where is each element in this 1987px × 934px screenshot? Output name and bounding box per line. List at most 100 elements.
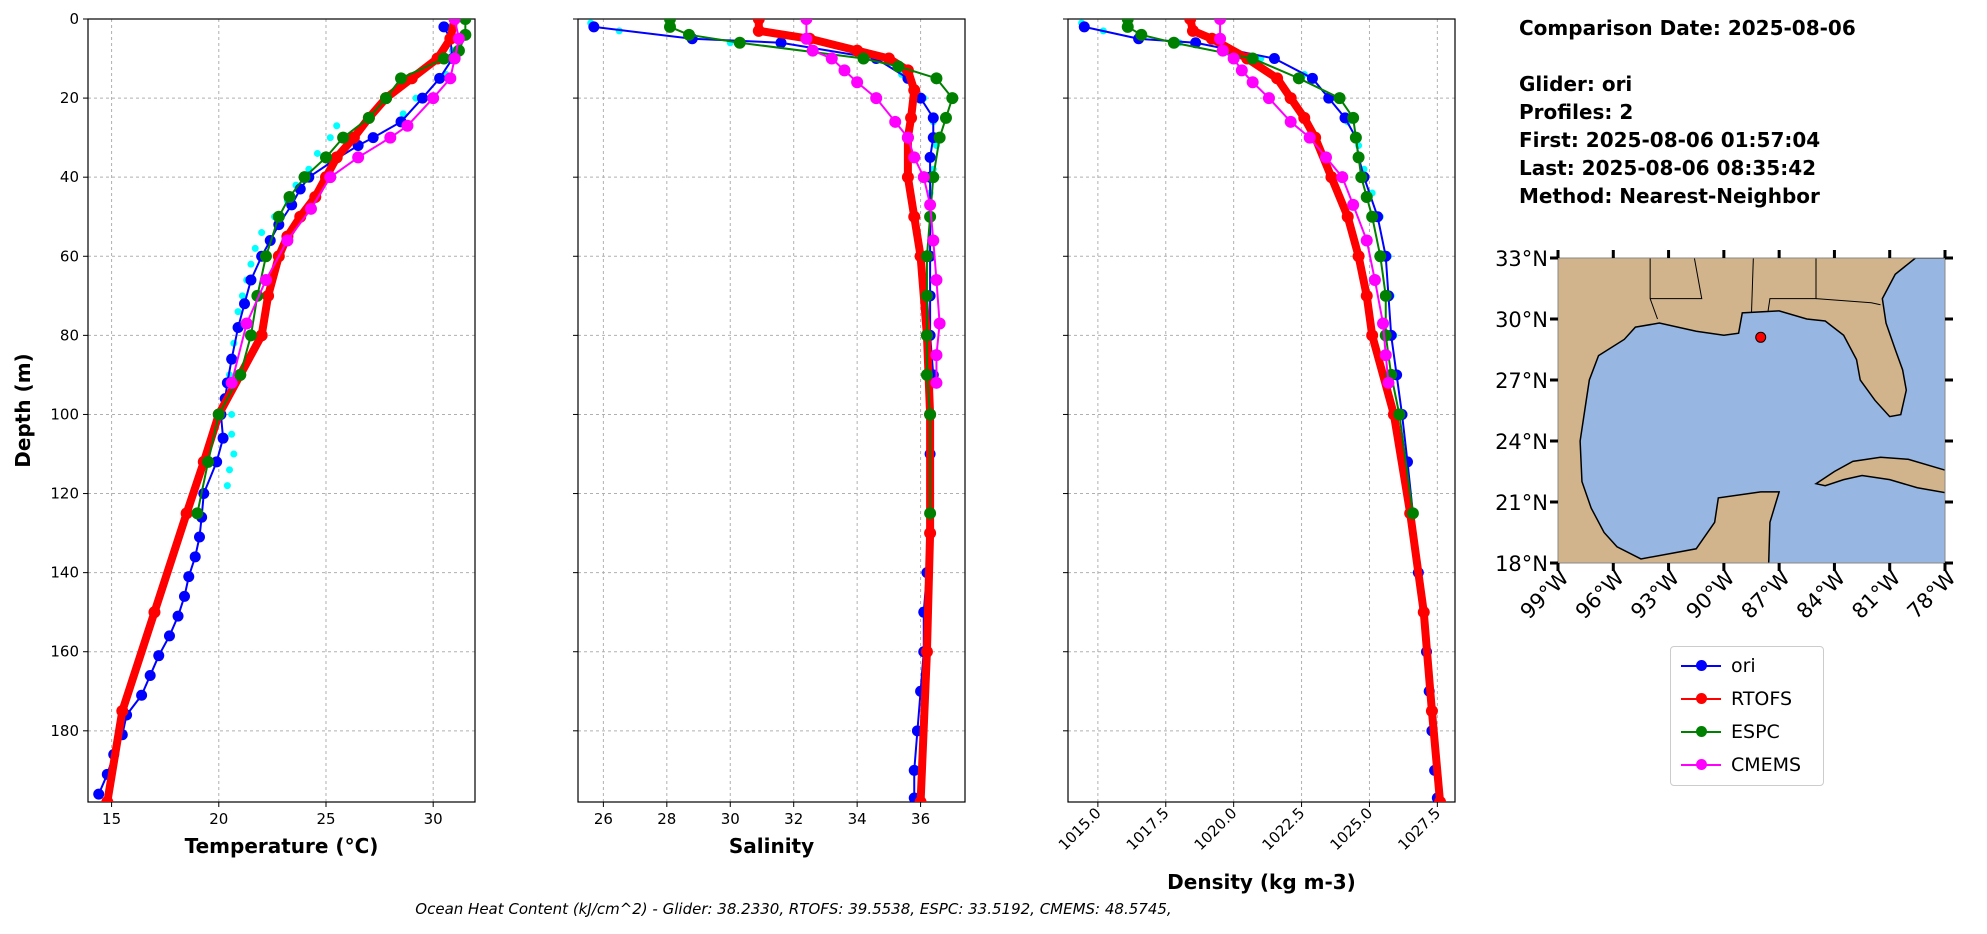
panel-3: 1015.0 1017.5 1020.0 1022.5 1025.0 1027.5 Dens… bbox=[1055, 18, 1456, 894]
data-point-glider_profile_2 bbox=[251, 244, 259, 252]
lon-tick-label: 93°W bbox=[1626, 565, 1684, 623]
plot-frame bbox=[87, 18, 476, 803]
data-point-RTOFS bbox=[148, 606, 161, 619]
data-point-ESPC bbox=[920, 329, 933, 342]
data-point-CMEMS bbox=[1235, 64, 1248, 77]
y-tick-label: 80 bbox=[60, 326, 79, 344]
data-point-RTOFS bbox=[752, 19, 765, 25]
map-frame bbox=[1557, 257, 1946, 564]
legend-swatch bbox=[1681, 726, 1721, 738]
x-tick-label: 15 bbox=[102, 810, 121, 828]
data-point-ESPC bbox=[933, 131, 946, 144]
data-point-ESPC bbox=[857, 52, 870, 65]
data-point-ori bbox=[1078, 21, 1090, 33]
x-tick-label: 1027.5 bbox=[1394, 804, 1444, 854]
data-point-CMEMS bbox=[933, 317, 946, 330]
data-point-ESPC bbox=[939, 111, 952, 124]
data-point-glider_profile_2 bbox=[313, 149, 321, 157]
x-tick-label: 1020.0 bbox=[1191, 804, 1241, 854]
x-tick-label: 25 bbox=[316, 810, 335, 828]
data-point-ESPC bbox=[663, 20, 676, 33]
data-point-RTOFS bbox=[905, 111, 918, 124]
lon-tick-label: 84°W bbox=[1792, 565, 1850, 623]
legend-item-rtofs: RTOFS bbox=[1681, 684, 1792, 714]
x-tick-label: 26 bbox=[594, 810, 613, 828]
data-point-ESPC bbox=[920, 368, 933, 381]
series-line-ESPC bbox=[668, 19, 954, 514]
data-point-CMEMS bbox=[1347, 198, 1360, 211]
data-point-RTOFS bbox=[1184, 19, 1197, 25]
data-point-ESPC bbox=[920, 289, 933, 302]
lat-tick-label: 33°N bbox=[1495, 247, 1548, 271]
data-point-RTOFS bbox=[914, 796, 927, 802]
data-point-glider_profile_2 bbox=[230, 450, 238, 458]
data-point-CMEMS bbox=[1246, 76, 1259, 89]
data-point-ori bbox=[211, 456, 223, 468]
data-point-ESPC bbox=[1349, 131, 1362, 144]
data-point-CMEMS bbox=[930, 274, 943, 286]
y-tick-label: 120 bbox=[50, 485, 79, 503]
legend-label: ESPC bbox=[1731, 721, 1780, 743]
data-point-CMEMS bbox=[870, 92, 883, 105]
data-point-ESPC bbox=[1366, 210, 1379, 223]
data-point-CMEMS bbox=[930, 376, 943, 389]
series-line-ori bbox=[1084, 25, 1439, 799]
data-point-glider_profile_2 bbox=[326, 134, 334, 142]
state-border bbox=[1650, 258, 1703, 300]
data-point-ori bbox=[908, 764, 920, 776]
data-point-RTOFS bbox=[1434, 796, 1447, 802]
lat-tick-label: 30°N bbox=[1495, 308, 1548, 332]
data-point-CMEMS bbox=[401, 119, 414, 132]
lat-tick-label: 18°N bbox=[1495, 552, 1548, 576]
series-line-ori bbox=[97, 26, 454, 795]
data-point-RTOFS bbox=[924, 527, 937, 540]
cuba bbox=[1814, 456, 1945, 494]
data-point-glider_profile_2 bbox=[228, 430, 236, 438]
data-point-glider_profile_2 bbox=[234, 308, 242, 316]
series-group bbox=[93, 19, 472, 802]
data-point-ESPC bbox=[319, 151, 332, 164]
data-point-ESPC bbox=[1347, 111, 1360, 124]
data-point-ESPC bbox=[459, 19, 472, 25]
data-point-CMEMS bbox=[452, 32, 465, 45]
glider-name: Glider: ori bbox=[1519, 72, 1633, 96]
map-inner bbox=[1558, 258, 1945, 563]
x-tick-label: 30 bbox=[424, 810, 443, 828]
data-point-ESPC bbox=[924, 408, 937, 421]
data-point-RTOFS bbox=[101, 796, 114, 802]
x-axis-label: Temperature (°C) bbox=[185, 834, 379, 858]
data-point-CMEMS bbox=[1336, 171, 1349, 184]
x-axis-label: Salinity bbox=[729, 834, 814, 858]
data-point-CMEMS bbox=[1360, 234, 1373, 247]
data-point-CMEMS bbox=[1320, 151, 1332, 164]
panel-1: 15 20 25 30 0 20 40 60 80 100 120 140 160 180 Temperat… bbox=[11, 10, 476, 858]
lon-tick-label: 87°W bbox=[1737, 565, 1795, 623]
water bbox=[1579, 258, 1945, 563]
data-point-CMEMS bbox=[1377, 317, 1390, 330]
data-point-ori bbox=[927, 112, 939, 124]
data-point-ori bbox=[183, 571, 195, 583]
data-point-glider_profile_2 bbox=[399, 110, 407, 118]
lon-tick-label: 78°W bbox=[1903, 565, 1961, 623]
data-point-ori bbox=[1339, 112, 1351, 124]
data-point-ori bbox=[163, 630, 175, 642]
data-point-RTOFS bbox=[1425, 705, 1438, 718]
data-point-ESPC bbox=[1121, 20, 1134, 33]
series-line-ori bbox=[593, 25, 935, 799]
data-point-ESPC bbox=[733, 36, 746, 49]
data-point-ESPC bbox=[920, 250, 933, 263]
series-line-ESPC bbox=[196, 19, 467, 514]
data-point-ESPC bbox=[437, 52, 450, 65]
data-point-CMEMS bbox=[838, 64, 851, 77]
data-point-ori bbox=[367, 132, 379, 144]
data-point-ESPC bbox=[1292, 72, 1305, 85]
data-point-CMEMS bbox=[1303, 131, 1316, 144]
data-point-ori bbox=[217, 432, 229, 444]
data-point-RTOFS bbox=[347, 131, 360, 144]
series-group bbox=[587, 19, 959, 802]
data-point-RTOFS bbox=[1352, 250, 1365, 263]
data-point-ori bbox=[93, 788, 105, 800]
data-point-CMEMS bbox=[930, 349, 943, 362]
comparison-date: Comparison Date: 2025-08-06 bbox=[1519, 16, 1856, 40]
